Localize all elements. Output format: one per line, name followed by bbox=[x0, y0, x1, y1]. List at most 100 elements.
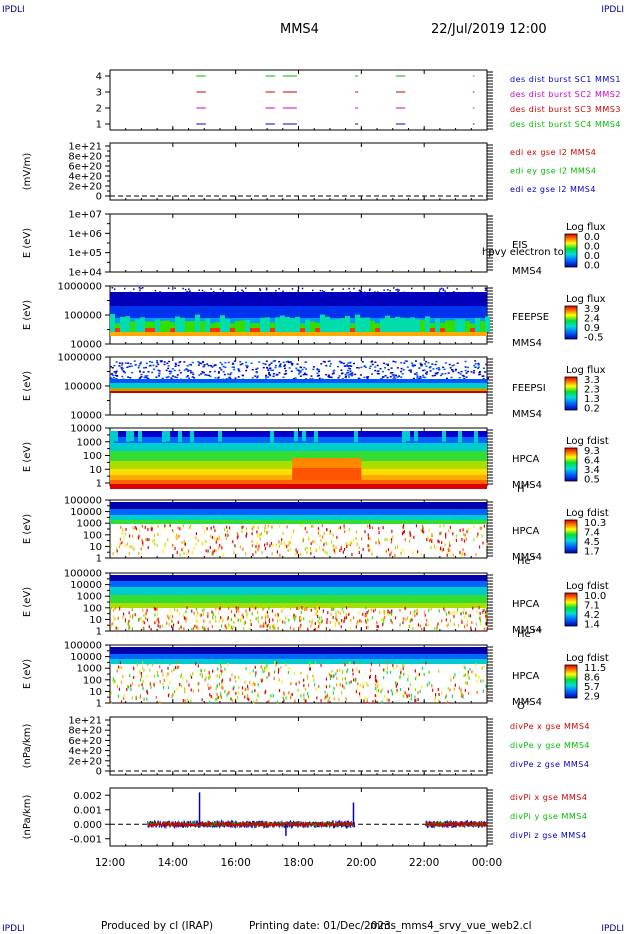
spectrogram-dot bbox=[203, 626, 205, 630]
spectrogram-dot bbox=[120, 366, 123, 369]
spectrogram-dot bbox=[348, 681, 350, 685]
spectrogram-dot bbox=[431, 363, 434, 365]
spectrogram-dot bbox=[386, 698, 388, 702]
spectrogram-dot bbox=[461, 537, 463, 541]
spectrogram-dot bbox=[395, 374, 398, 377]
spectrogram-dot bbox=[218, 674, 221, 678]
spectrogram-dot bbox=[327, 360, 330, 363]
spectrogram-dot bbox=[316, 368, 319, 370]
spectrogram-dot bbox=[333, 544, 335, 548]
spectrogram-dot bbox=[219, 288, 222, 290]
spectrogram-dot bbox=[119, 537, 122, 541]
spectrogram-dot bbox=[165, 369, 168, 372]
spectrogram-dot bbox=[392, 360, 395, 363]
spectrogram-dot bbox=[200, 373, 203, 375]
spectrogram-dot bbox=[333, 607, 335, 611]
spectrogram-dot bbox=[343, 686, 345, 690]
spectrogram-dot bbox=[346, 369, 349, 372]
spectrogram-dot bbox=[258, 544, 260, 548]
spectrogram-dot bbox=[478, 616, 481, 620]
spectrogram-dot bbox=[441, 691, 443, 695]
spectrogram-dot bbox=[475, 622, 477, 626]
spectrogram-dot bbox=[245, 527, 247, 531]
spectrogram-dot bbox=[263, 624, 265, 628]
spectrogram-dot bbox=[259, 537, 261, 541]
spectrogram-dot bbox=[249, 619, 252, 623]
spectrogram-dot bbox=[472, 372, 475, 374]
spectrogram-cell bbox=[440, 322, 445, 332]
spectrogram-dot bbox=[410, 362, 413, 364]
spectrogram-dot bbox=[298, 681, 300, 685]
spectrogram-dot bbox=[226, 693, 228, 697]
spectrogram-dot bbox=[326, 693, 328, 697]
spectrogram-dot bbox=[180, 625, 182, 629]
spectrogram-dot bbox=[482, 609, 484, 613]
spectrogram-dot bbox=[483, 608, 485, 612]
spectrogram-dot bbox=[234, 613, 236, 617]
spectrogram-dot bbox=[376, 624, 378, 628]
spectrogram-dot bbox=[157, 674, 159, 678]
spectrogram-dot bbox=[168, 370, 171, 372]
spectrogram-dot bbox=[463, 665, 465, 669]
spectrogram-dot bbox=[365, 619, 367, 623]
spectrogram-dot bbox=[379, 611, 381, 615]
spectrogram-dot bbox=[263, 543, 266, 547]
spectrogram-dot bbox=[268, 699, 270, 703]
spectrogram-dot bbox=[117, 694, 120, 698]
spectrogram-cell bbox=[110, 292, 487, 306]
spectrogram-dot bbox=[347, 543, 349, 547]
spectrogram-dot bbox=[186, 606, 188, 610]
spectrogram-cell bbox=[435, 318, 440, 332]
spectrogram-dot bbox=[168, 360, 171, 363]
spectrogram-dot bbox=[219, 663, 222, 667]
spectrogram-dot bbox=[317, 370, 320, 373]
spectrogram-dot bbox=[239, 545, 241, 549]
spectrogram-dot bbox=[314, 539, 316, 543]
spectrogram-dot bbox=[138, 683, 140, 687]
spectrogram-dot bbox=[367, 533, 369, 537]
spectrogram-dot bbox=[128, 365, 131, 368]
spectrogram-dot bbox=[162, 673, 164, 677]
spectrogram-dot bbox=[340, 369, 343, 371]
spectrogram-dot bbox=[452, 553, 454, 557]
colorbar-title: Log fdist bbox=[566, 581, 609, 592]
spectrogram-dot bbox=[376, 680, 378, 684]
spectrogram-dot bbox=[127, 376, 130, 378]
spectrogram-dot bbox=[222, 290, 225, 292]
spectrogram-dot bbox=[424, 613, 426, 617]
spectrogram-dot bbox=[315, 548, 317, 552]
spectrogram-dot bbox=[380, 377, 383, 380]
spectrogram-cell bbox=[430, 328, 435, 332]
spectrogram-dot bbox=[477, 366, 480, 368]
spectrogram-dot bbox=[359, 695, 361, 699]
spectrogram-dot bbox=[307, 695, 310, 699]
spectrogram-dot bbox=[446, 624, 448, 628]
spectrogram-dot bbox=[240, 617, 242, 621]
spectrogram-dot bbox=[161, 292, 164, 295]
y-tick-label: 10 bbox=[89, 615, 102, 626]
spectrogram-dot bbox=[297, 688, 299, 692]
spectrogram-dot bbox=[374, 675, 377, 679]
spectrogram-cell bbox=[110, 332, 487, 336]
spectrogram-cell bbox=[150, 328, 155, 332]
spectrogram-dot bbox=[158, 370, 161, 372]
spectrogram-dot bbox=[295, 548, 297, 552]
spectrogram-dot bbox=[114, 679, 116, 683]
spectrogram-cell bbox=[314, 431, 318, 443]
spectrogram-dot bbox=[278, 678, 280, 682]
spectrogram-dot bbox=[350, 292, 352, 295]
spectrogram-dot bbox=[213, 525, 215, 529]
spectrogram-dot bbox=[321, 378, 324, 380]
spectrogram-cell bbox=[335, 319, 340, 332]
spectrogram-dot bbox=[148, 360, 151, 363]
spectrogram-dot bbox=[167, 538, 169, 542]
spectrogram-dot bbox=[351, 372, 354, 374]
spectrogram-dot bbox=[415, 698, 417, 702]
spectrogram-dot bbox=[422, 526, 424, 530]
spectrogram-dot bbox=[335, 611, 337, 615]
spectrogram-dot bbox=[133, 360, 136, 362]
spectrogram-dot bbox=[366, 698, 368, 702]
spectrogram-dot bbox=[321, 619, 324, 623]
spectrogram-dot bbox=[339, 668, 341, 672]
